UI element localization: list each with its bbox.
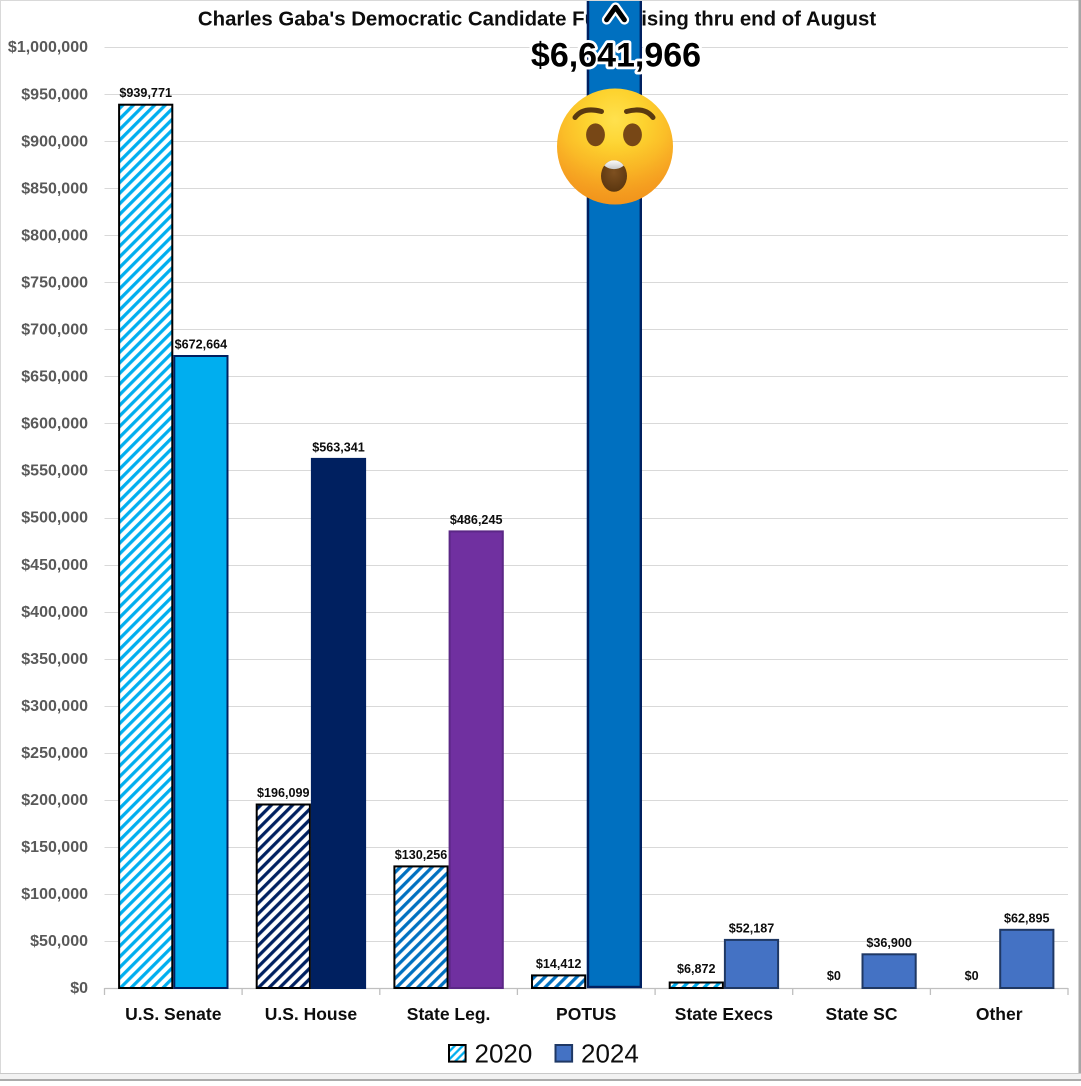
svg-text:2020: 2020 xyxy=(475,1039,533,1069)
svg-text:$100,000: $100,000 xyxy=(21,886,88,903)
svg-text:$450,000: $450,000 xyxy=(21,557,88,574)
svg-text:U.S. House: U.S. House xyxy=(265,1004,358,1024)
svg-text:$500,000: $500,000 xyxy=(21,510,88,527)
svg-text:2024: 2024 xyxy=(581,1039,639,1069)
svg-text:$486,245: $486,245 xyxy=(450,513,503,527)
svg-text:$400,000: $400,000 xyxy=(21,604,88,621)
svg-text:$900,000: $900,000 xyxy=(21,133,88,150)
svg-text:$250,000: $250,000 xyxy=(21,745,88,762)
svg-text:POTUS: POTUS xyxy=(556,1004,616,1024)
svg-text:$950,000: $950,000 xyxy=(21,86,88,103)
svg-text:$0: $0 xyxy=(965,969,979,983)
svg-text:$6,641,966: $6,641,966 xyxy=(531,37,701,75)
svg-text:$62,895: $62,895 xyxy=(1004,911,1050,925)
svg-text:Other: Other xyxy=(976,1004,1023,1024)
svg-text:$600,000: $600,000 xyxy=(21,416,88,433)
svg-text:$200,000: $200,000 xyxy=(21,792,88,809)
svg-text:State Execs: State Execs xyxy=(675,1004,774,1024)
svg-text:$550,000: $550,000 xyxy=(21,463,88,480)
svg-text:$6,872: $6,872 xyxy=(677,962,716,976)
svg-text:$700,000: $700,000 xyxy=(21,322,88,339)
svg-text:$850,000: $850,000 xyxy=(21,180,88,197)
svg-text:$52,187: $52,187 xyxy=(729,921,775,935)
svg-text:$1,000,000: $1,000,000 xyxy=(8,39,88,56)
svg-text:$939,771: $939,771 xyxy=(119,86,172,100)
svg-text:$672,664: $672,664 xyxy=(175,338,228,352)
svg-text:$800,000: $800,000 xyxy=(21,227,88,244)
svg-text:$0: $0 xyxy=(70,980,88,997)
svg-text:$36,900: $36,900 xyxy=(866,936,912,950)
svg-text:U.S. Senate: U.S. Senate xyxy=(125,1004,222,1024)
svg-text:$150,000: $150,000 xyxy=(21,839,88,856)
svg-text:$50,000: $50,000 xyxy=(30,933,88,950)
svg-text:Charles Gaba's Democratic Cand: Charles Gaba's Democratic Candidate Fund… xyxy=(198,9,876,31)
svg-text:$650,000: $650,000 xyxy=(21,369,88,386)
svg-text:$750,000: $750,000 xyxy=(21,274,88,291)
svg-text:$130,256: $130,256 xyxy=(395,848,448,862)
svg-text:$196,099: $196,099 xyxy=(257,786,310,800)
svg-text:State Leg.: State Leg. xyxy=(407,1004,491,1024)
svg-text:$0: $0 xyxy=(827,969,841,983)
svg-text:$14,412: $14,412 xyxy=(536,957,582,971)
svg-text:$563,341: $563,341 xyxy=(312,440,365,454)
svg-text:$300,000: $300,000 xyxy=(21,698,88,715)
svg-text:State SC: State SC xyxy=(826,1004,898,1024)
svg-text:$350,000: $350,000 xyxy=(21,651,88,668)
